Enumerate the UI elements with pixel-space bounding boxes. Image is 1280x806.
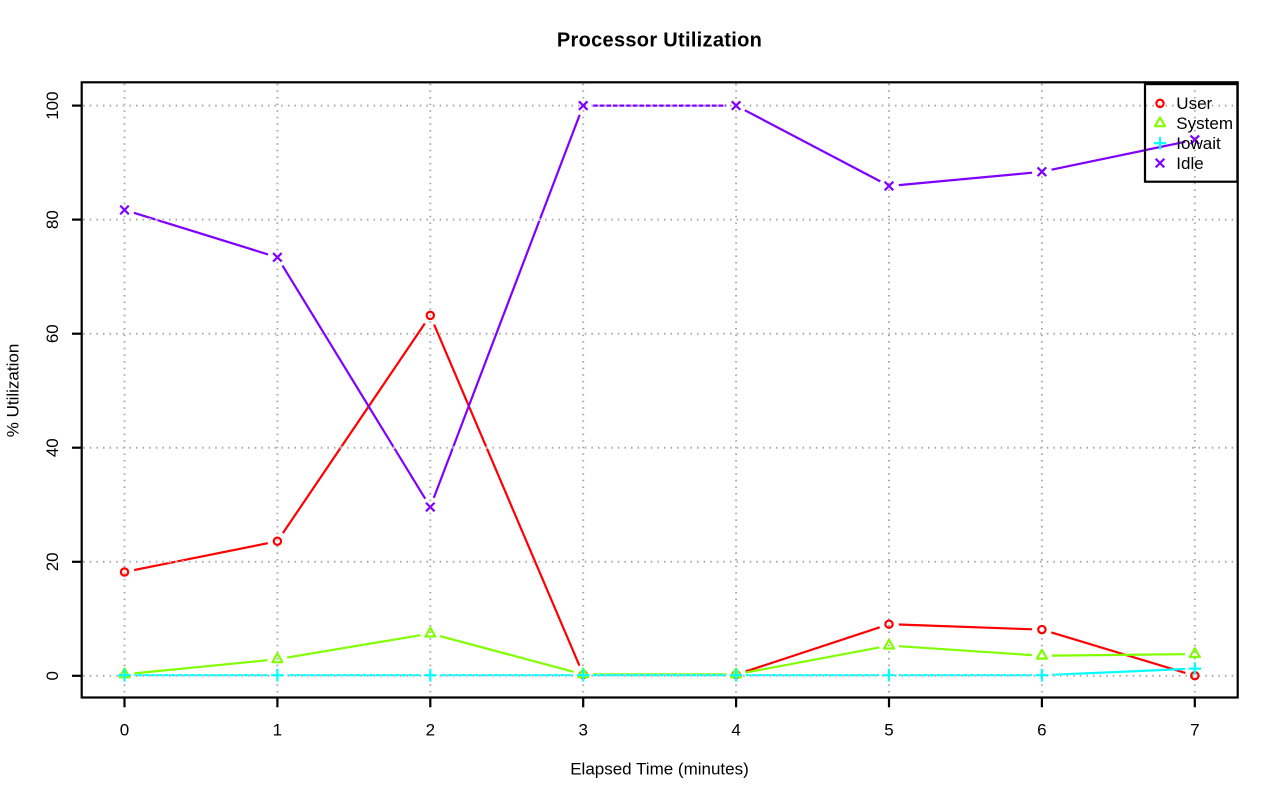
svg-text:2: 2 [426, 720, 435, 739]
svg-text:80: 80 [43, 210, 62, 229]
svg-text:4: 4 [731, 720, 740, 739]
svg-text:60: 60 [43, 324, 62, 343]
svg-text:0: 0 [43, 671, 62, 680]
svg-text:% Utilization: % Utilization [4, 344, 23, 438]
svg-text:Iowait: Iowait [1176, 134, 1221, 153]
svg-text:Elapsed Time (minutes): Elapsed Time (minutes) [570, 760, 749, 779]
svg-text:6: 6 [1037, 720, 1046, 739]
svg-text:0: 0 [120, 720, 129, 739]
svg-text:1: 1 [273, 720, 282, 739]
svg-text:Processor Utilization: Processor Utilization [557, 30, 762, 52]
svg-text:System: System [1176, 114, 1233, 133]
svg-text:40: 40 [43, 438, 62, 457]
svg-text:100: 100 [43, 91, 62, 119]
svg-text:7: 7 [1190, 720, 1199, 739]
svg-text:5: 5 [884, 720, 893, 739]
svg-text:User: User [1176, 94, 1212, 113]
svg-text:3: 3 [578, 720, 587, 739]
svg-text:Idle: Idle [1176, 154, 1203, 173]
svg-text:20: 20 [43, 552, 62, 571]
